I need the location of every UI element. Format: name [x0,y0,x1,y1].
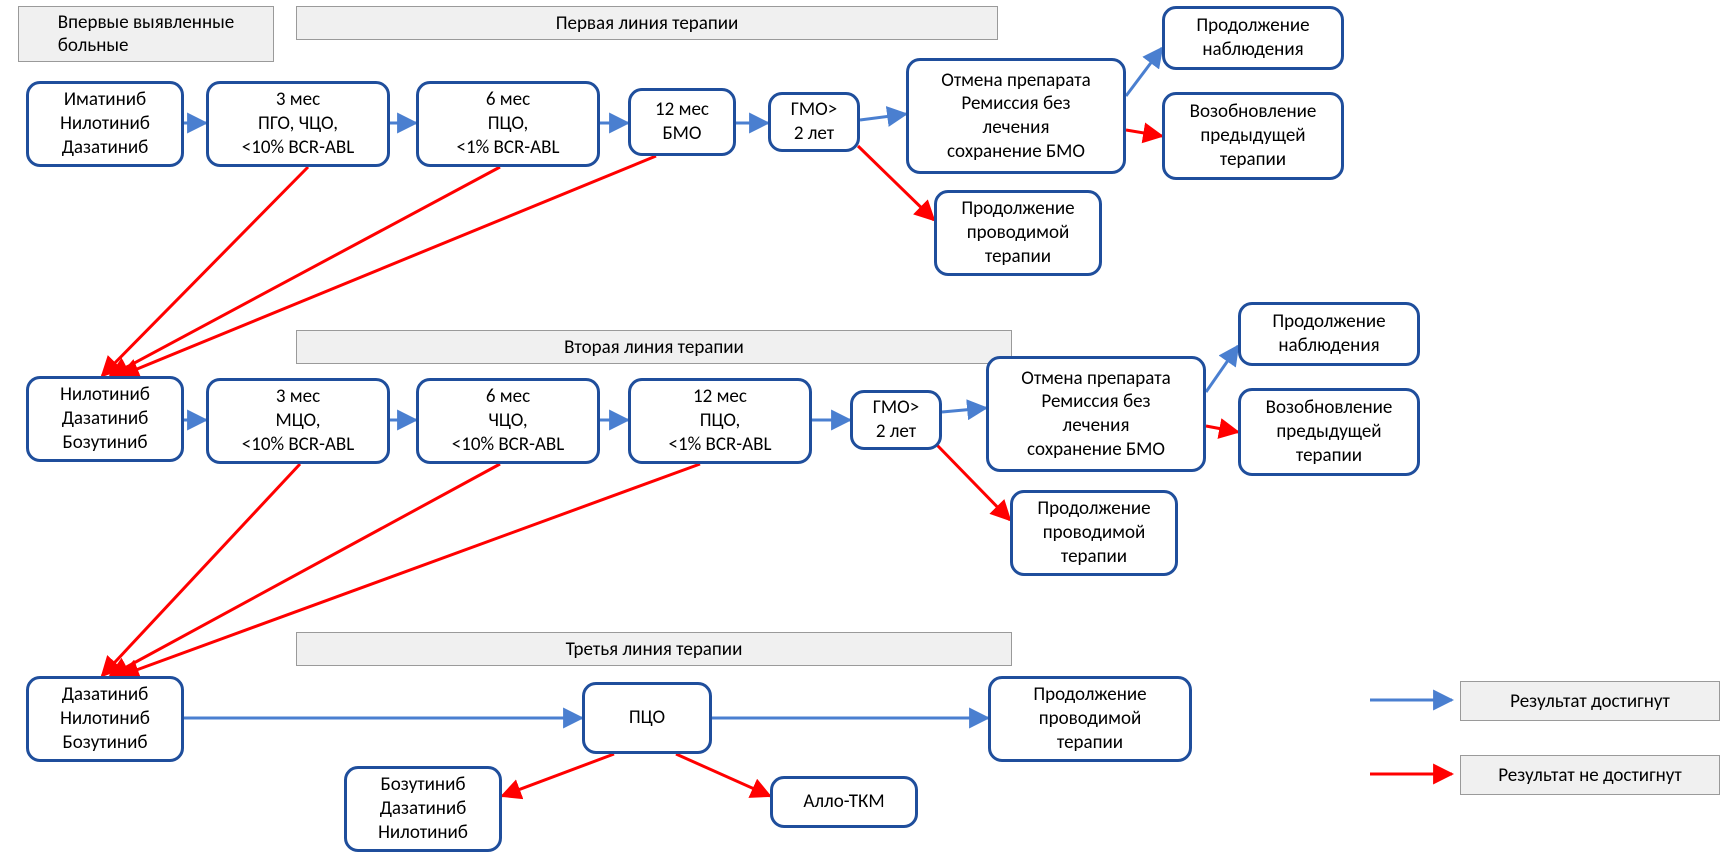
node-l2-remis: Отмена препарата Ремиссия без лечения со… [986,356,1206,472]
hdr-line2: Вторая линия терапии [296,330,1012,364]
edge [942,408,986,412]
node-l1-12m: 12 мес БМО [628,88,736,156]
node-l1-remis: Отмена препарата Ремиссия без лечения со… [906,58,1126,174]
node-l2-drugs: Нилотиниб Дазатиниб Бозутиниб [26,376,184,462]
node-l1-obs: Продолжение наблюдения [1162,6,1344,70]
node-l1-resume: Возобновление предыдущей терапии [1162,92,1344,180]
node-l2-obs: Продолжение наблюдения [1238,302,1420,366]
edge [1206,346,1238,392]
node-l2-cont-th: Продолжение проводимой терапии [1010,490,1178,576]
node-l1-gmo: ГМО> 2 лет [768,92,860,152]
edge [1126,130,1162,136]
node-l2-gmo: ГМО> 2 лет [850,390,942,450]
node-l1-cont-th: Продолжение проводимой терапии [934,190,1102,276]
node-l1-drugs: Иматиниб Нилотиниб Дазатиниб [26,81,184,167]
node-l1-6m: 6 мес ПЦО, <1% BCR-ABL [416,81,600,167]
node-l3-allo: Алло-ТКМ [770,776,918,828]
node-l2-3m: 3 мес МЦО, <10% BCR-ABL [206,378,390,464]
node-l1-3m: 3 мес ПГО, ЧЦО, <10% BCR-ABL [206,81,390,167]
hdr-line3: Третья линия терапии [296,632,1012,666]
legend-ok: Результат достигнут [1460,681,1720,721]
node-l2-12m: 12 мес ПЦО, <1% BCR-ABL [628,378,812,464]
hdr-line1: Первая линия терапии [296,6,998,40]
edge [502,754,614,796]
edge [860,114,906,120]
hdr-new: Впервые выявленные больные [18,6,274,62]
edge [676,754,770,796]
node-l2-resume: Возобновление предыдущей терапии [1238,388,1420,476]
node-l3-pco: ПЦО [582,682,712,754]
edge [102,464,300,676]
legend-fail: Результат не достигнут [1460,755,1720,795]
edge [1206,426,1238,432]
edge [1126,48,1162,96]
node-l2-6m: 6 мес ЧЦО, <10% BCR-ABL [416,378,600,464]
edge [102,167,308,376]
node-l3-drugs: Дазатиниб Нилотиниб Бозутиниб [26,676,184,762]
node-l3-boz: Бозутиниб Дазатиниб Нилотиниб [344,766,502,852]
node-l3-cont-th: Продолжение проводимой терапии [988,676,1192,762]
